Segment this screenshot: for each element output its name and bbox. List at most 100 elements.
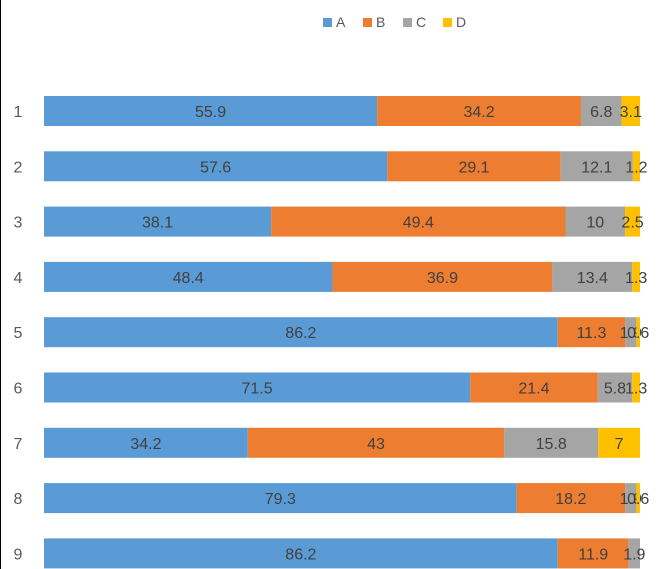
bar-segment-6-c bbox=[597, 372, 633, 403]
data-label-8-a: 79.3 bbox=[265, 491, 296, 508]
category-label-3: 3 bbox=[14, 215, 23, 232]
data-label-8-d: 0.6 bbox=[627, 491, 649, 508]
bar-segment-1-b bbox=[377, 96, 581, 126]
bar-segment-7-b bbox=[247, 427, 505, 458]
data-label-1-c: 6.8 bbox=[590, 104, 612, 121]
category-label-8: 8 bbox=[14, 491, 23, 508]
bar-segment-7-d bbox=[598, 427, 640, 458]
data-label-6-a: 71.5 bbox=[241, 381, 272, 398]
bar-segment-6-b bbox=[470, 372, 598, 403]
legend-swatch-b bbox=[363, 18, 372, 27]
bar-segment-4-c bbox=[552, 261, 633, 292]
category-label-5: 5 bbox=[14, 325, 23, 342]
data-label-6-d: 1.3 bbox=[625, 381, 647, 398]
bar-segment-8-c bbox=[625, 483, 637, 514]
bar-segment-2-d bbox=[632, 151, 640, 182]
data-label-2-c: 12.1 bbox=[581, 159, 612, 176]
category-label-7: 7 bbox=[14, 436, 23, 453]
data-label-1-a: 55.9 bbox=[195, 104, 226, 121]
legend-swatch-d bbox=[443, 18, 452, 27]
bar-row-3: 38.1 49.4 10 2.5 bbox=[44, 206, 644, 237]
data-label-5-d: 0.6 bbox=[627, 325, 649, 342]
data-label-4-d: 1.3 bbox=[625, 270, 647, 287]
legend-swatch-a bbox=[323, 18, 332, 27]
legend: A B C D bbox=[323, 14, 466, 30]
data-label-7-a: 34.2 bbox=[130, 436, 161, 453]
bar-segment-9-a bbox=[44, 538, 558, 569]
bars-area: 55.9 34.2 6.8 3.1 57.6 29.1 12.1 1.2 38.1 49.4 10 2… bbox=[44, 96, 649, 569]
bar-segment-3-b bbox=[271, 206, 566, 237]
data-label-9-a: 86.2 bbox=[285, 546, 316, 563]
bar-row-6: 71.5 21.4 5.81.3 bbox=[44, 372, 647, 403]
bar-segment-9-b bbox=[557, 538, 629, 569]
data-label-4-b: 36.9 bbox=[427, 270, 458, 287]
legend-label-d: D bbox=[456, 14, 466, 30]
data-label-8-c: 1.9 bbox=[620, 491, 642, 508]
data-label-4-a: 48.4 bbox=[173, 270, 204, 287]
bar-segment-7-c bbox=[504, 427, 599, 458]
bar-segment-4-a bbox=[44, 261, 333, 292]
bar-segment-2-a bbox=[44, 151, 388, 182]
bar-segment-5-b bbox=[557, 317, 626, 348]
data-label-1-b: 34.2 bbox=[464, 104, 495, 121]
bar-segment-1-d bbox=[621, 96, 640, 126]
data-label-3-d: 2.5 bbox=[621, 215, 643, 232]
category-label-1: 1 bbox=[14, 104, 23, 121]
data-label-3-b: 49.4 bbox=[403, 215, 434, 232]
data-label-6-b: 21.4 bbox=[518, 381, 549, 398]
bar-segment-8-a bbox=[44, 483, 517, 514]
data-label-6-c: 5.8 bbox=[604, 381, 626, 398]
data-label-2-d: 1.2 bbox=[625, 159, 647, 176]
category-label-4: 4 bbox=[14, 270, 23, 287]
bar-segment-5-a bbox=[44, 317, 558, 348]
data-label-5-a: 86.2 bbox=[285, 325, 316, 342]
bar-segment-8-b bbox=[516, 483, 626, 514]
data-label-4-c: 13.4 bbox=[577, 270, 608, 287]
bar-segment-2-c bbox=[560, 151, 633, 182]
legend-label-a: A bbox=[336, 14, 346, 30]
legend-label-b: B bbox=[376, 14, 385, 30]
bar-segment-5-c bbox=[625, 317, 637, 348]
bar-segment-8-d bbox=[636, 483, 640, 514]
bar-segment-9-c bbox=[628, 538, 640, 569]
bar-segment-3-a bbox=[44, 206, 272, 237]
data-label-7-c: 15.8 bbox=[536, 436, 567, 453]
data-label-7-b: 43 bbox=[367, 436, 385, 453]
bar-segment-2-b bbox=[387, 151, 561, 182]
bar-segment-5-d bbox=[636, 317, 640, 348]
bar-segment-3-c bbox=[565, 206, 626, 237]
data-label-2-b: 29.1 bbox=[458, 159, 489, 176]
data-label-9-b: 11.9 bbox=[578, 546, 608, 563]
data-label-2-a: 57.6 bbox=[200, 159, 231, 176]
data-label-5-c: 1.9 bbox=[620, 325, 642, 342]
bar-row-9: 86.2 11.9 1.9 bbox=[44, 538, 646, 569]
bar-row-8: 79.3 18.2 1.90.6 bbox=[44, 483, 649, 514]
bar-segment-1-c bbox=[580, 96, 622, 126]
bar-segment-3-d bbox=[625, 206, 640, 237]
data-label-9-c: 1.9 bbox=[623, 546, 645, 563]
category-label-9: 9 bbox=[14, 546, 23, 563]
bar-row-1: 55.9 34.2 6.8 3.1 bbox=[44, 96, 642, 126]
category-label-6: 6 bbox=[14, 381, 23, 398]
bar-segment-1-a bbox=[44, 96, 378, 126]
data-label-8-b: 18.2 bbox=[555, 491, 586, 508]
data-label-7-d: 7 bbox=[615, 436, 624, 453]
category-axis: 1 2 3 4 5 6 7 8 9 bbox=[14, 104, 23, 563]
bar-segment-7-a bbox=[44, 427, 248, 458]
bar-row-7: 34.2 43 15.8 7 bbox=[44, 427, 640, 458]
legend-label-c: C bbox=[416, 14, 426, 30]
bar-segment-4-b bbox=[332, 261, 553, 292]
category-label-2: 2 bbox=[14, 159, 23, 176]
bar-row-4: 48.4 36.9 13.4 1.3 bbox=[44, 261, 647, 292]
data-label-3-a: 38.1 bbox=[142, 215, 173, 232]
data-label-3-c: 10 bbox=[586, 215, 604, 232]
bar-row-2: 57.6 29.1 12.1 1.2 bbox=[44, 151, 648, 182]
legend-swatch-c bbox=[403, 18, 412, 27]
bar-segment-6-d bbox=[632, 372, 640, 403]
bar-segment-6-a bbox=[44, 372, 471, 403]
bar-row-5: 86.2 11.3 1.90.6 bbox=[44, 317, 649, 348]
data-label-1-d: 3.1 bbox=[620, 104, 642, 121]
data-label-5-b: 11.3 bbox=[576, 325, 606, 342]
bar-segment-4-d bbox=[632, 261, 640, 292]
